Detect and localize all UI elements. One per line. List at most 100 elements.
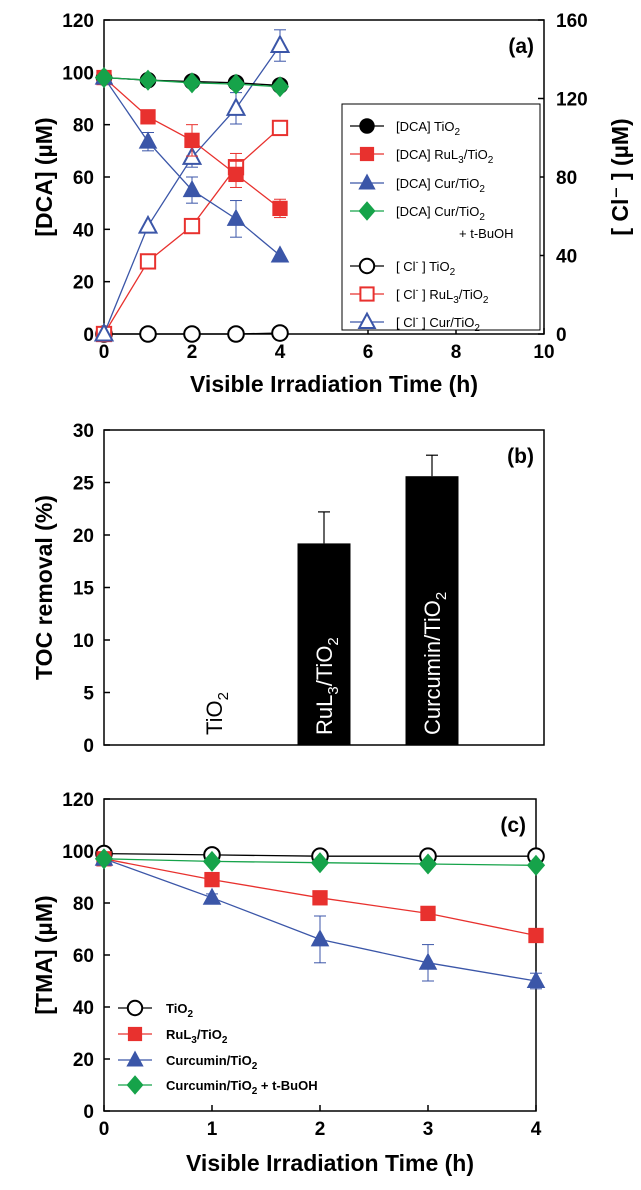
panel-c-point (312, 890, 328, 906)
panel-a-legend-marker (359, 286, 375, 302)
panel-c-point (526, 970, 546, 988)
panel-a-legend-marker (359, 146, 375, 162)
panel-a-point (228, 166, 244, 183)
panel-a-point (182, 179, 202, 198)
panel-a-y2label: [ Cl⁻ ] (µM) (607, 118, 633, 235)
panel-b-ytick-label: 5 (83, 684, 94, 705)
panel-c-legend-label: TiO2 (166, 1001, 193, 1020)
panel-b-bar-group: RuL3/TiO2 (297, 511, 351, 745)
panel-a-legend-marker (358, 173, 376, 190)
panel-c-legend-marker (126, 1075, 144, 1095)
panel-a-legend-marker (359, 118, 375, 134)
panel-c-xtick-label: 3 (423, 1119, 434, 1140)
panel-b-bar-group: TiO2 (202, 692, 232, 735)
panel-a: 0 2 4 6 8 1002040608010012004080120160Visible… (31, 11, 633, 397)
panel-a-point (139, 325, 157, 343)
panel-c-legend-marker (126, 1050, 144, 1067)
panel-c-point (528, 927, 544, 944)
panel-a-label: (a) (508, 35, 534, 58)
panel-a-ytick-label: 40 (73, 220, 94, 241)
panel-a-legend-label: [DCA] TiO2 (396, 119, 461, 138)
panel-c-xlabel: Visible Irradiation Time (h) (186, 1150, 474, 1176)
panel-a-point (272, 200, 288, 217)
panel-a-point (226, 73, 246, 95)
panel-a-series (95, 324, 289, 343)
panel-a-xtick-label: 8 (451, 342, 462, 363)
panel-c-point (202, 887, 222, 905)
panel-a-legend-label: [ Cl- ] Cur/TiO2 (396, 313, 480, 334)
panel-a-xtick-label: 10 (533, 342, 554, 363)
panel-a-ytick-label: 80 (73, 116, 94, 137)
panel-c-point (420, 905, 436, 922)
panel-c-xtick-label: 1 (207, 1119, 218, 1140)
panel-c-point (526, 854, 546, 876)
panel-a-y2tick-label: 120 (556, 90, 588, 111)
panel-a-ytick-label: 100 (62, 63, 94, 84)
panel-a-legend-box (341, 103, 541, 331)
panel-a-y2tick-label: 40 (556, 247, 577, 268)
panel-b-ytick-label: 20 (73, 526, 94, 547)
panel-a-point (94, 67, 114, 89)
panel-a-legend-label: [DCA] Cur/TiO2 (396, 204, 485, 223)
panel-c-ylabel: [TMA] (µM) (31, 895, 57, 1014)
panel-a-y2tick-label: 160 (556, 11, 588, 32)
panel-b-ytick-label: 0 (83, 736, 94, 757)
panel-a-series (94, 67, 290, 263)
panel-b-label: (b) (507, 445, 534, 468)
panel-c-label: (c) (500, 814, 526, 837)
panel-b-ytick-label: 25 (73, 474, 95, 495)
panel-c-legend-label: Curcumin/TiO2 + t-BuOH (166, 1078, 318, 1097)
panel-c-point (204, 871, 220, 888)
panel-a-xtick-label: 0 (99, 342, 110, 363)
panel-a-y2tick-label: 80 (556, 168, 577, 189)
panel-a-point (271, 119, 289, 137)
panel-b-ylabel: TOC removal (%) (31, 495, 57, 680)
panel-c-legend-marker (127, 1026, 143, 1042)
panel-a-point (93, 322, 115, 342)
panel-a-point (183, 217, 201, 235)
panel-a-xlabel: Visible Irradiation Time (h) (190, 371, 478, 397)
panel-c-series (94, 848, 546, 876)
panel-b-ytick-label: 15 (73, 579, 95, 600)
panel-a-point (140, 109, 156, 125)
panel-a-xtick-label: 6 (363, 342, 374, 363)
panel-a-point (271, 324, 289, 342)
panel-a-ytick-label: 20 (73, 273, 94, 294)
panel-a-ytick-label: 0 (83, 325, 94, 346)
panel-a-legend-marker (357, 311, 377, 329)
panel-c-legend-label: RuL3/TiO2 (166, 1027, 228, 1046)
panel-a-legend-label-line2: + t-BuOH (459, 226, 514, 241)
panel-a-legend-label: [ Cl- ] RuL3/TiO2 (396, 285, 489, 306)
panel-a-legend-label: [DCA] Cur/TiO2 (396, 176, 485, 195)
panel-a-y2tick-label: 0 (556, 325, 567, 346)
panel-a-point (226, 208, 246, 226)
panel-a-point (184, 132, 200, 149)
panel-a-point (139, 253, 157, 270)
panel-a-ytick-label: 60 (73, 168, 94, 189)
panel-b-bar-group: Curcumin/TiO2 (405, 454, 459, 745)
panel-c-ytick-label: 100 (62, 842, 94, 863)
panel-c-ytick-label: 40 (73, 998, 94, 1019)
panel-c-xtick-label: 2 (315, 1119, 326, 1140)
panel-a-point (137, 214, 159, 234)
panel-c-point (310, 929, 330, 947)
panel-c-point (202, 850, 222, 872)
panel-a-point (183, 325, 201, 343)
panel-c-point (418, 853, 438, 875)
panel-a-point (138, 69, 158, 91)
panel-a-point (270, 76, 290, 98)
panel-a-xtick-label: 2 (187, 342, 198, 363)
panel-c-ytick-label: 20 (73, 1050, 94, 1071)
panel-b-bar (405, 476, 459, 745)
panel-a-ytick-label: 120 (62, 11, 94, 32)
panel-c-ytick-label: 0 (83, 1102, 94, 1123)
panel-a-point (227, 325, 245, 343)
panel-b-bar (297, 543, 351, 745)
panel-a-point (138, 131, 158, 149)
panel-a-xtick-label: 4 (275, 342, 286, 363)
panel-a-point (269, 34, 291, 54)
panel-c-point (310, 852, 330, 874)
panel-a-legend-marker (358, 201, 376, 221)
